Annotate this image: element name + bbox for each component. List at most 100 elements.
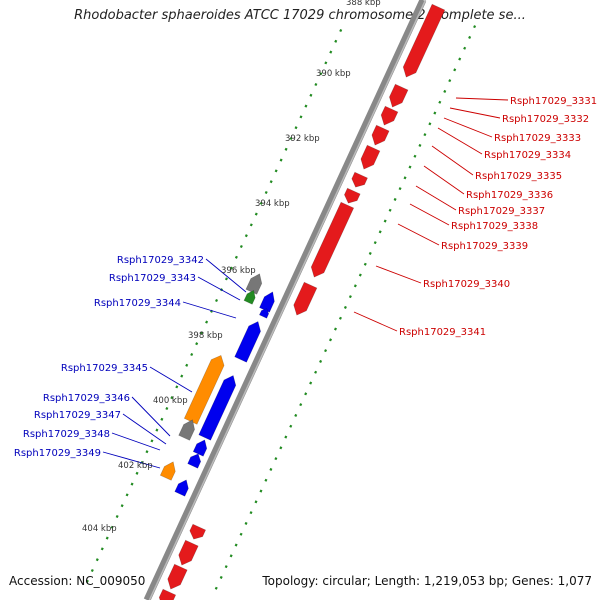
- gene-label-forward: Rsph17029_3340: [423, 279, 510, 290]
- forward-gene-arrow: [360, 144, 381, 170]
- gc-dot: [309, 93, 313, 97]
- gc-dot: [453, 68, 457, 72]
- gene-label-reverse: Rsph17029_3349: [14, 448, 101, 459]
- gc-dot: [100, 547, 104, 551]
- gc-dot: [90, 568, 94, 573]
- label-leader-line: [197, 276, 241, 301]
- gc-dot: [269, 180, 273, 184]
- gc-dot: [448, 79, 452, 83]
- gc-dot: [259, 489, 263, 493]
- gc-dot: [195, 342, 199, 346]
- gc-dot: [175, 385, 179, 389]
- gc-dot: [319, 359, 323, 363]
- gc-dot: [110, 525, 114, 529]
- reverse-gene-arrow: [174, 479, 189, 497]
- gc-dot: [145, 450, 149, 454]
- reverse-gene-arrow: [234, 321, 261, 363]
- gc-dot: [234, 255, 238, 259]
- label-leader-line: [409, 203, 450, 226]
- gc-dot: [259, 201, 263, 205]
- gc-dot: [215, 298, 219, 303]
- label-leader-line: [131, 396, 171, 437]
- gc-dot: [358, 273, 362, 277]
- label-leader-line: [443, 117, 493, 138]
- gc-dot: [413, 154, 417, 158]
- gc-dot: [120, 504, 124, 508]
- gc-dot: [299, 115, 303, 119]
- gc-dot: [353, 284, 357, 288]
- label-leader-line: [431, 145, 474, 176]
- gc-dot: [319, 72, 323, 76]
- gc-dot: [393, 197, 397, 201]
- gc-dot: [239, 532, 243, 536]
- gc-dot: [125, 493, 129, 497]
- forward-gene-arrow: [389, 83, 409, 108]
- label-leader-line: [437, 127, 483, 155]
- gene-label-reverse: Rsph17029_3342: [117, 255, 204, 266]
- gene-label-forward: Rsph17029_3337: [458, 206, 545, 217]
- gc-dot: [264, 478, 268, 482]
- gc-dot: [329, 338, 333, 342]
- gc-dot: [294, 126, 298, 130]
- gc-dot: [373, 241, 377, 245]
- label-leader-line: [375, 265, 422, 284]
- gene-features: [158, 3, 446, 600]
- gc-dot: [338, 316, 342, 320]
- label-leader-line: [149, 366, 193, 393]
- gc-dot: [418, 143, 422, 147]
- label-leader-line: [415, 185, 457, 211]
- orange-gene-block: [159, 461, 176, 481]
- genome-summary: Topology: circular; Length: 1,219,053 bp…: [262, 574, 592, 588]
- gene-label-forward: Rsph17029_3332: [502, 114, 589, 125]
- forward-gene-arrow: [293, 281, 318, 316]
- gene-labels: Rsph17029_3331 Rsph17029_3332 Rsph17029_33…: [14, 96, 597, 469]
- kbp-tick-label: 388 kbp: [346, 0, 381, 8]
- gc-dot: [289, 424, 293, 428]
- kbp-ticks: 388 kbp 390 kbp 392 kbp 394 kbp 396 kbp 398 k…: [82, 0, 381, 534]
- gc-dot: [85, 579, 89, 583]
- gc-dot: [229, 266, 233, 270]
- backbone-highlight: [148, 0, 427, 600]
- gc-dot: [155, 428, 159, 432]
- gc-dot: [294, 413, 298, 417]
- gc-dot: [473, 25, 477, 29]
- gc-dot: [343, 305, 347, 309]
- gc-dot: [264, 190, 268, 195]
- kbp-tick-label: 398 kbp: [188, 331, 223, 341]
- label-leader-line: [423, 165, 465, 195]
- label-leader-line: [205, 258, 247, 293]
- gc-dot: [150, 439, 154, 443]
- gc-dot: [284, 147, 288, 151]
- gc-dot: [334, 39, 338, 43]
- gc-dot: [224, 565, 228, 569]
- gc-dot: [244, 234, 248, 238]
- accession-label: Accession: NC_009050: [9, 574, 146, 588]
- gc-dot: [383, 219, 387, 223]
- gene-label-forward: Rsph17029_3336: [466, 190, 553, 201]
- gc-dot: [299, 403, 303, 407]
- green-gene-block: [243, 289, 256, 305]
- gc-dot: [443, 89, 447, 93]
- gc-dot: [269, 467, 273, 471]
- forward-gene-arrow: [189, 523, 206, 540]
- label-leader-line: [111, 432, 161, 451]
- gc-dot: [324, 349, 328, 353]
- gene-label-forward: Rsph17029_3341: [399, 327, 486, 338]
- gc-dot: [428, 122, 432, 126]
- gene-label-reverse: Rsph17029_3345: [61, 363, 148, 374]
- gc-dot: [249, 511, 253, 515]
- gc-dot: [339, 28, 343, 33]
- gc-dot: [95, 558, 99, 562]
- forward-gene-arrow: [351, 171, 368, 188]
- gray-gene-block: [245, 273, 263, 295]
- gc-dot: [363, 262, 367, 266]
- gc-dot: [468, 35, 472, 39]
- forward-gene-arrow: [158, 588, 177, 600]
- gc-dot: [408, 165, 412, 169]
- label-leader-line: [122, 413, 167, 445]
- gc-dot: [160, 417, 164, 421]
- orange-gene-block: [183, 354, 225, 425]
- gc-dot: [180, 374, 184, 378]
- gc-dot: [289, 136, 293, 141]
